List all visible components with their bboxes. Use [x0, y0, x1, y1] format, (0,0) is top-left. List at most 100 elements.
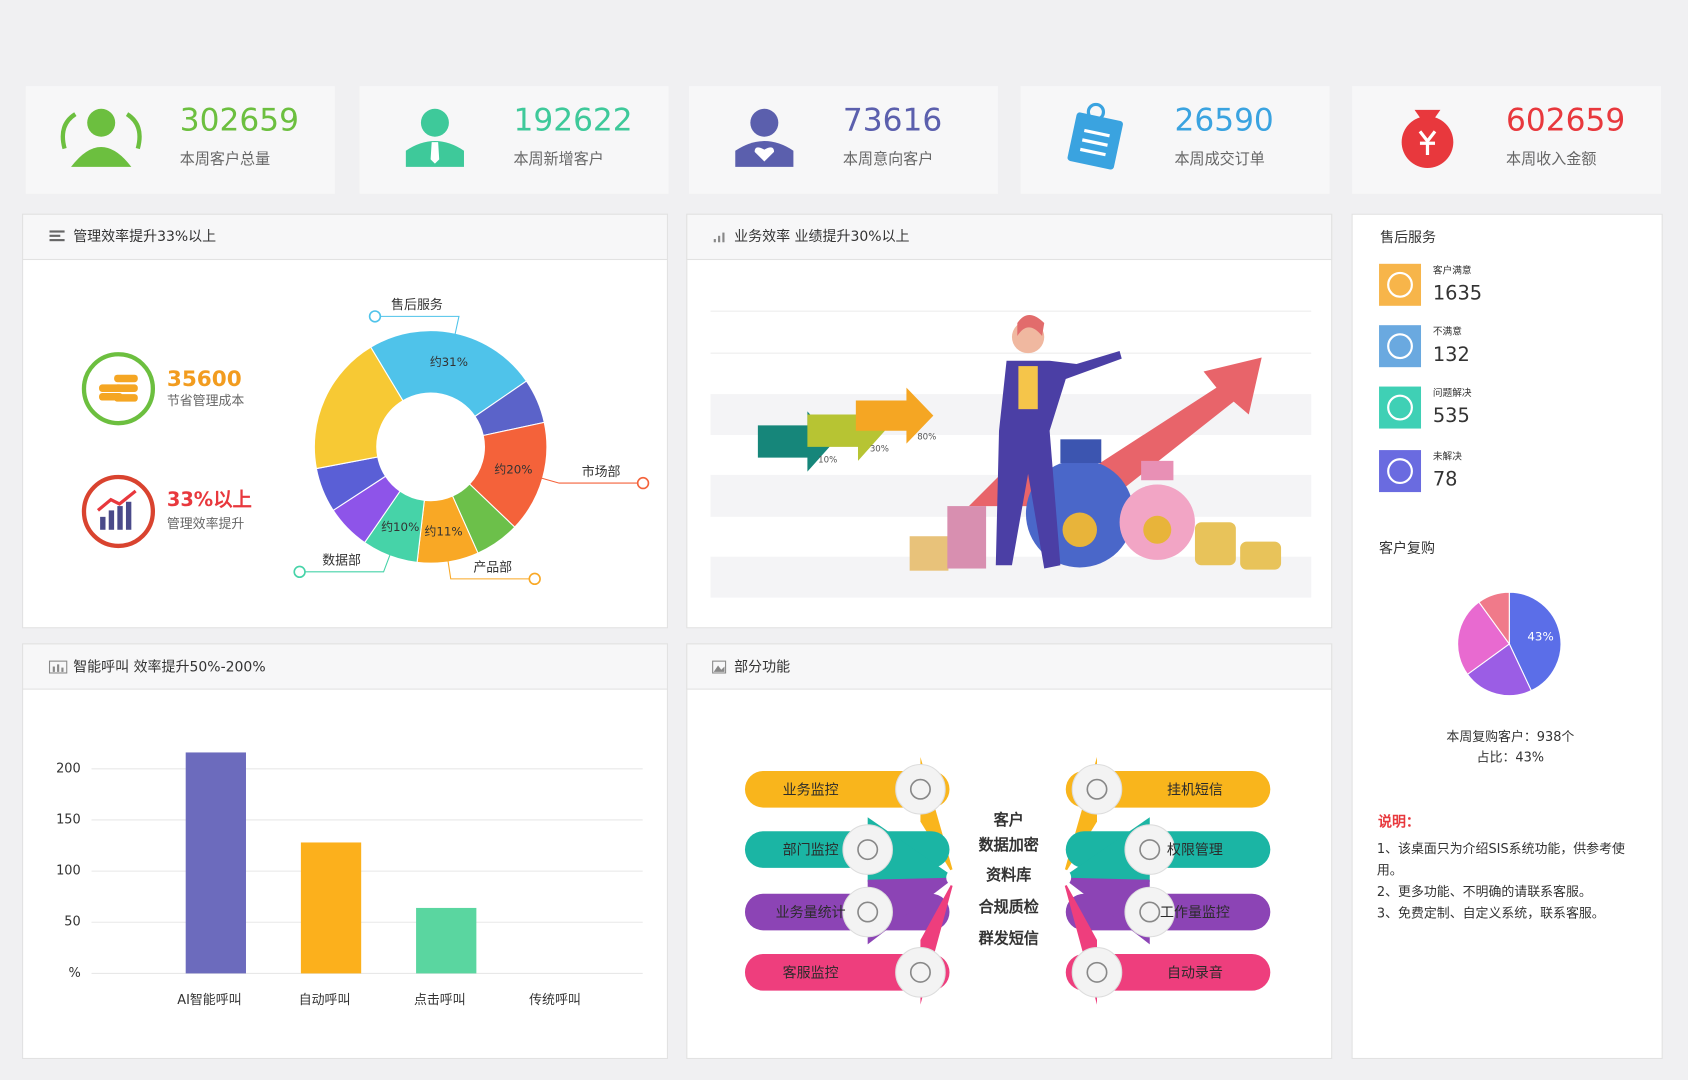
slice-label: 约11% — [425, 525, 463, 539]
y-tick-label: % — [68, 966, 80, 981]
bar — [416, 907, 477, 974]
feature-icon — [1124, 886, 1176, 938]
callout-line — [538, 476, 644, 484]
stat-icon — [1067, 102, 1123, 170]
callout-line — [299, 551, 392, 573]
feature-petal — [1062, 817, 1150, 882]
icon — [1086, 102, 1106, 122]
x-tick-label: 自动呼叫 — [299, 993, 351, 1008]
callout-dot — [368, 310, 382, 323]
feature-glyph — [909, 778, 931, 800]
icon — [60, 112, 77, 150]
arrow-label: 80% — [917, 433, 936, 443]
stat-label: 本周成交订单 — [1174, 150, 1264, 168]
feature-label: 业务量统计 — [776, 905, 846, 921]
note: 1、该桌面只为介绍SIS系统功能，供参考使用。 — [1376, 840, 1625, 878]
note: 3、免费定制、自定义系统，联系客服。 — [1376, 905, 1605, 921]
stat-icon — [1401, 109, 1454, 168]
center-label: 数据加密 — [979, 836, 1039, 854]
feature-icon — [842, 886, 893, 938]
bar — [185, 752, 246, 974]
icon — [750, 108, 779, 137]
feature-label: 客服监控 — [783, 964, 839, 981]
slice-label: 43% — [1527, 629, 1553, 643]
pie-slice — [1466, 643, 1533, 697]
coins-icon — [99, 374, 138, 402]
growth-icon — [96, 489, 137, 530]
arrow-label: 10% — [818, 455, 837, 465]
pie-slice — [1508, 591, 1562, 692]
service-value: 132 — [1433, 343, 1470, 366]
x-tick-label: AI智能呼叫 — [177, 993, 241, 1008]
callout-label: 市场部 — [582, 464, 621, 480]
stat-label: 本周客户总量 — [180, 150, 270, 168]
panel-header — [22, 213, 668, 261]
pie-slice — [1457, 601, 1511, 676]
callout-label: 产品部 — [473, 561, 512, 576]
panel-title: 智能呼叫 效率提升50%-200% — [73, 659, 265, 676]
service-glyph — [1387, 333, 1413, 360]
service-value: 78 — [1433, 468, 1458, 491]
feature-icon — [1071, 763, 1123, 815]
notes: 1、该桌面只为介绍SIS系统功能，供参考使用。 2、更多功能、不明确的请联系客服… — [1376, 840, 1625, 921]
stat-card — [25, 86, 335, 194]
pie-chart: 43% — [1457, 591, 1562, 697]
service-value: 1635 — [1433, 281, 1482, 304]
callout-dot — [528, 572, 541, 586]
service-list: 客户满意 1635 不满意 132 问题解决 535 未解决 78 — [1379, 263, 1482, 493]
icon — [420, 108, 449, 137]
header-icon — [712, 660, 727, 674]
service-glyph — [1387, 458, 1413, 485]
callout-line — [374, 315, 460, 338]
service-label: 不满意 — [1433, 325, 1462, 338]
kpi-value: 35600 — [167, 367, 242, 392]
feature-label: 自动录音 — [1167, 964, 1223, 981]
stat-value: 302659 — [180, 103, 299, 139]
feature-label: 挂机短信 — [1167, 782, 1223, 798]
panel-header — [22, 643, 668, 690]
center-label: 资料库 — [986, 866, 1031, 884]
callout-dot — [293, 565, 306, 579]
service-icon — [1379, 325, 1422, 368]
stat-label: 本周收入金额 — [1506, 150, 1596, 168]
feature-glyph — [1086, 961, 1108, 983]
y-tick-label: 200 — [56, 761, 81, 776]
note: 2、更多功能、不明确的请联系客服。 — [1376, 884, 1592, 900]
feature-label: 业务监控 — [783, 782, 839, 798]
feature-glyph — [1139, 839, 1161, 861]
callout-label: 数据部 — [322, 554, 361, 569]
icon — [754, 147, 775, 162]
stat-label: 本周新增客户 — [514, 150, 604, 168]
stat-value: 26590 — [1174, 103, 1273, 139]
feature-label: 部门监控 — [783, 843, 839, 859]
y-tick-label: 150 — [56, 812, 81, 827]
stat-icon — [60, 108, 142, 167]
slice-label: 约20% — [494, 463, 532, 477]
section-title: 客户复购 — [1379, 540, 1435, 557]
service-icon — [1379, 386, 1422, 429]
icon — [430, 142, 440, 164]
icon — [71, 146, 132, 167]
panel-header — [686, 213, 1333, 261]
stat-icon — [405, 108, 464, 167]
feature-glyph — [857, 901, 879, 923]
center-label: 合规质检 — [978, 898, 1039, 916]
stat-value: 192622 — [514, 103, 633, 139]
y-tick-label: 50 — [64, 915, 80, 930]
slice-label: 约10% — [381, 520, 419, 534]
icon — [1083, 128, 1110, 138]
service-glyph — [1387, 394, 1413, 421]
panel — [22, 643, 668, 1060]
repurchase-count: 本周复购客户：938个 — [1446, 729, 1574, 745]
stat-card — [688, 86, 998, 194]
icon — [1081, 138, 1108, 147]
service-label: 未解决 — [1433, 450, 1462, 463]
feature-label: 权限管理 — [1167, 843, 1223, 859]
callout-line — [446, 557, 535, 580]
kpi-value: 33%以上 — [167, 488, 252, 511]
service-value: 535 — [1433, 404, 1470, 427]
center-label: 群发短信 — [979, 929, 1039, 947]
